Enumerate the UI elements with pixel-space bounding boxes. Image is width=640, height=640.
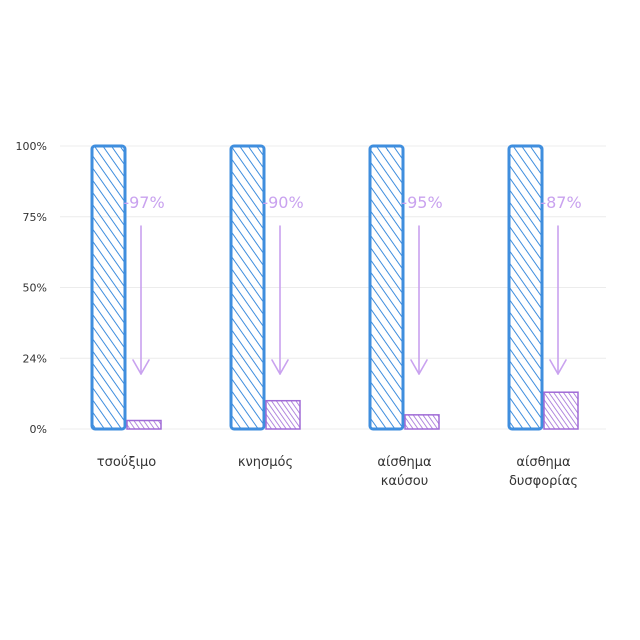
annotations: -97% -90% -95% -87% xyxy=(123,193,582,375)
arrow-head-icon xyxy=(271,359,289,375)
y-axis: 0% 24% 50% 75% 100% xyxy=(16,140,47,436)
x-axis: τσούξιμο κνησμός αίσθημα καύσου αίσθημα δυσφο… xyxy=(97,455,578,489)
reduction-label: -97% xyxy=(123,193,164,212)
category-label: καύσου xyxy=(381,474,428,489)
reduction-label: -90% xyxy=(262,193,303,212)
bar-after xyxy=(265,399,301,430)
y-tick-label: 24% xyxy=(23,352,47,365)
bar-before xyxy=(368,144,405,431)
reduction-label: -95% xyxy=(401,193,442,212)
arrow-head-icon xyxy=(549,359,567,375)
bar-before xyxy=(229,144,266,431)
category-label: κνησμός xyxy=(238,455,293,470)
y-tick-label: 0% xyxy=(30,423,47,436)
category-label: αίσθημα xyxy=(377,455,431,470)
bar-after xyxy=(543,391,579,430)
y-tick-label: 75% xyxy=(23,211,47,224)
reduction-label: -87% xyxy=(540,193,581,212)
y-tick-label: 50% xyxy=(23,282,47,295)
category-label: τσούξιμο xyxy=(97,455,156,470)
bar-after xyxy=(404,414,440,430)
category-label: αίσθημα xyxy=(516,455,570,470)
bar-before xyxy=(90,144,127,431)
category-label: δυσφορίας xyxy=(509,474,578,489)
arrow-head-icon xyxy=(410,359,428,375)
bars xyxy=(90,144,579,431)
y-tick-label: 100% xyxy=(16,140,47,153)
arrow-head-icon xyxy=(132,359,150,375)
bar-before xyxy=(507,144,544,431)
bar-after xyxy=(126,419,162,430)
